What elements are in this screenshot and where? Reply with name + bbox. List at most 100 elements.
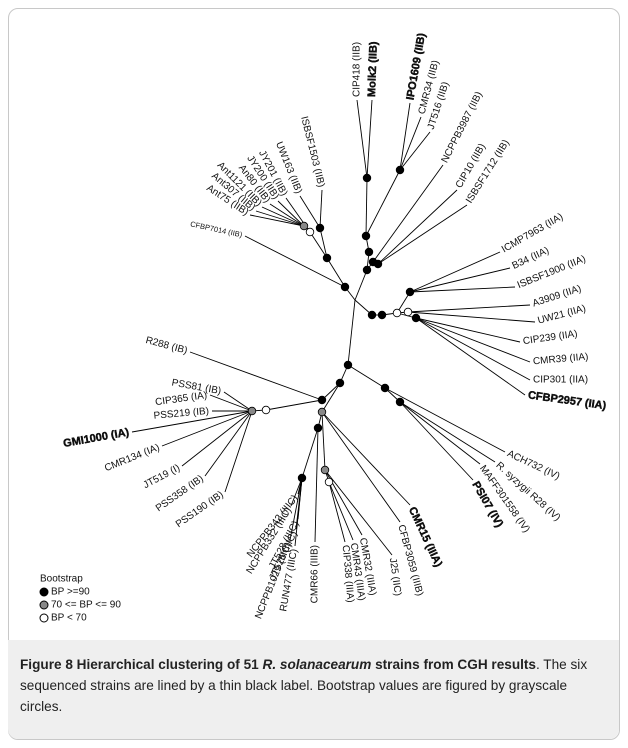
- branch: [289, 477, 303, 541]
- branch: [399, 401, 496, 463]
- legend-swatch: [39, 600, 49, 610]
- branch: [366, 99, 373, 179]
- branch: [415, 317, 526, 396]
- branch: [399, 116, 422, 171]
- branch: [261, 206, 305, 227]
- legend-item: BP < 70: [51, 613, 87, 624]
- caption-title: Hierarchical clustering of 51: [76, 657, 259, 672]
- bootstrap-circle: [340, 282, 350, 292]
- branch: [204, 410, 253, 477]
- branch: [399, 401, 481, 465]
- caption-body: . The six sequenced strains are lined by…: [20, 657, 588, 714]
- bootstrap-circle: [343, 360, 353, 370]
- bootstrap-circle: [377, 310, 387, 320]
- branch: [409, 251, 501, 293]
- branch: [356, 99, 368, 179]
- bootstrap-circle: [335, 378, 345, 388]
- caption-text: Figure 8 Hierarchical clustering of 51 R…: [20, 654, 607, 717]
- branch: [319, 227, 328, 259]
- strain-label: CFBP2957 (IIA): [527, 389, 607, 412]
- branch: [299, 195, 321, 229]
- bootstrap-circle: [305, 227, 315, 237]
- strain-label: CIP301 (IIA): [533, 375, 588, 386]
- branch: [415, 317, 521, 343]
- branch: [377, 189, 458, 265]
- bootstrap-circle: [380, 383, 390, 393]
- bootstrap-circle: [320, 465, 330, 475]
- bootstrap-circle: [405, 287, 415, 297]
- branch: [223, 391, 253, 412]
- branch: [365, 169, 401, 237]
- branch: [415, 317, 531, 363]
- branch: [269, 203, 305, 227]
- branch: [399, 131, 431, 171]
- branch: [321, 411, 326, 471]
- legend-swatch: [39, 613, 49, 623]
- branch: [249, 214, 305, 227]
- bootstrap-circle: [367, 310, 377, 320]
- branch: [244, 235, 346, 288]
- strain-label: B34 (IIA): [510, 245, 550, 272]
- branch: [328, 481, 354, 541]
- bootstrap-circle: [364, 247, 374, 257]
- strain-label: J25 (IIC): [387, 557, 403, 597]
- strain-label: JT519 (I): [142, 463, 182, 491]
- bootstrap-circle: [322, 253, 332, 263]
- strain-label: CMR39 (IIA): [533, 352, 589, 368]
- caption: Figure 8 Hierarchical clustering of 51 R…: [8, 640, 619, 739]
- bootstrap-circle: [373, 259, 383, 269]
- branch: [290, 477, 303, 507]
- branch: [399, 401, 474, 481]
- bootstrap-circle: [392, 308, 402, 318]
- strain-label: CFBP7014 (IIB): [189, 219, 243, 239]
- bootstrap-circle: [317, 395, 327, 405]
- branch: [407, 311, 536, 323]
- strain-label: CIP338 (IIIA): [340, 545, 356, 604]
- branch: [309, 231, 328, 259]
- bootstrap-circle: [317, 407, 327, 417]
- branch: [326, 257, 346, 288]
- branch: [324, 469, 393, 556]
- caption-title: strains from CGH results: [375, 657, 536, 672]
- caption-label: Figure 8: [20, 657, 73, 672]
- branch: [415, 317, 531, 381]
- branch: [377, 204, 468, 265]
- bootstrap-circle: [261, 405, 271, 415]
- bootstrap-circle: [297, 473, 307, 483]
- strain-label: CIP239 (IIA): [522, 329, 578, 348]
- branches: [131, 99, 536, 556]
- branch: [384, 387, 506, 453]
- strain-label: CIP418 (IIB): [352, 42, 363, 97]
- legend-swatch: [39, 587, 49, 597]
- legend-item: BP >=90: [51, 587, 90, 598]
- strain-label: UW21 (IIA): [537, 303, 588, 326]
- bootstrap-circle: [361, 231, 371, 241]
- branch: [209, 394, 253, 412]
- strain-label: ISBSF1503 (IIB): [298, 115, 326, 188]
- bootstrap-nodes: [247, 165, 421, 487]
- bootstrap-circle: [315, 223, 325, 233]
- strain-label: ICMP7963 (IIA): [500, 211, 565, 255]
- bootstrap-circle: [313, 423, 323, 433]
- bootstrap-circle: [395, 397, 405, 407]
- branch: [255, 210, 305, 227]
- bootstrap-circle: [395, 165, 405, 175]
- branch: [297, 477, 303, 520]
- branch: [301, 427, 319, 479]
- branch: [314, 427, 319, 543]
- branch: [407, 304, 531, 313]
- branch: [321, 411, 401, 523]
- strain-label: Molk2 (IIB): [366, 41, 380, 97]
- branch: [328, 481, 346, 543]
- caption-species: R. solanacearum: [262, 657, 372, 672]
- branch: [161, 410, 253, 447]
- figure-frame: [8, 8, 620, 740]
- legend-title: Bootstrap: [40, 574, 83, 585]
- bootstrap-circle: [247, 406, 257, 416]
- strain-label: R288 (IB): [144, 335, 188, 357]
- branch: [409, 286, 516, 293]
- branch: [131, 410, 253, 433]
- strain-label: CMR134 (IA): [103, 442, 161, 474]
- strain-label: PSS219 (IB): [153, 406, 209, 422]
- bootstrap-circle: [411, 313, 421, 323]
